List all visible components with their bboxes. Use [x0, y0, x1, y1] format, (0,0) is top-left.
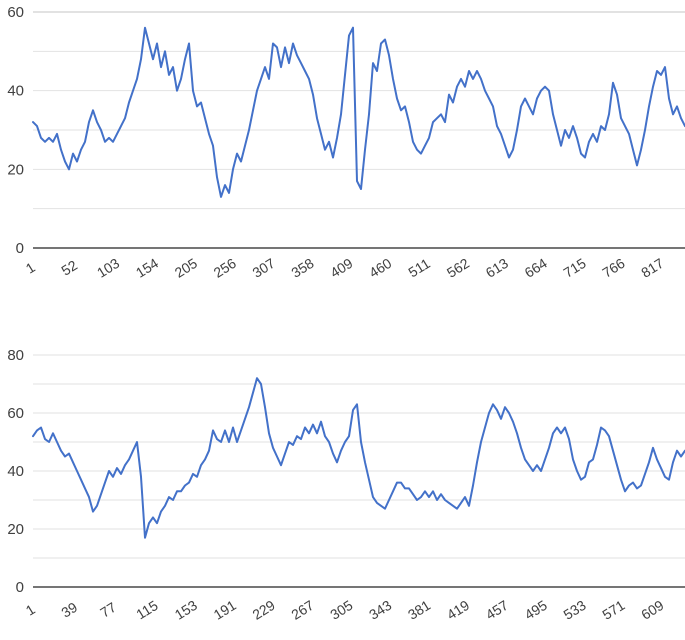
- x-tick-label: 460: [366, 255, 394, 281]
- x-tick-label: 205: [172, 255, 200, 281]
- y-tick-label: 0: [16, 579, 24, 596]
- x-tick-label: 305: [327, 597, 355, 623]
- x-tick-label: 609: [638, 597, 666, 623]
- x-tick-label: 52: [58, 257, 80, 279]
- x-tick-label: 153: [172, 597, 200, 623]
- x-tick-label: 1: [23, 601, 38, 619]
- x-tick-label: 115: [133, 597, 161, 623]
- x-tick-label: 409: [327, 255, 355, 281]
- y-tick-label: 60: [7, 405, 24, 422]
- x-tick-label: 613: [483, 255, 511, 281]
- x-tick-label: 715: [560, 255, 588, 281]
- line-chart-bottom: 80 60 40 20 0 1 39 77 115 153 191 229 267 305 343 381 41…: [0, 330, 685, 640]
- series-line: [32, 26, 685, 198]
- x-tick-label: 511: [405, 255, 433, 281]
- y-tick-label: 80: [7, 347, 24, 364]
- y-tick-label: 60: [7, 4, 24, 21]
- x-tick-label: 495: [522, 597, 550, 623]
- x-tick-label: 256: [211, 255, 239, 281]
- x-tick-label: 571: [599, 597, 627, 623]
- y-tick-label: 20: [7, 521, 24, 538]
- x-tick-label: 1: [23, 259, 38, 277]
- x-tick-label: 191: [211, 597, 239, 623]
- x-tick-label: 766: [599, 255, 627, 281]
- x-tick-label: 419: [444, 597, 472, 623]
- y-tick-label: 40: [7, 83, 24, 100]
- x-tick-label: 154: [133, 255, 161, 281]
- y-tick-label: 20: [7, 161, 24, 178]
- x-tick-label: 664: [522, 255, 550, 281]
- x-tick-label: 533: [560, 597, 588, 623]
- x-tick-label: 229: [249, 597, 277, 623]
- x-tick-label: 562: [444, 255, 472, 281]
- x-tick-label: 343: [366, 597, 394, 623]
- y-tick-label: 0: [16, 240, 24, 257]
- x-tick-label: 457: [483, 597, 511, 623]
- x-tick-label: 307: [249, 255, 277, 281]
- x-tick-label: 381: [405, 597, 433, 623]
- y-tick-label: 40: [7, 463, 24, 480]
- x-tick-label: 358: [288, 255, 316, 281]
- x-tick-label: 817: [638, 255, 666, 281]
- x-tick-label: 39: [58, 599, 80, 621]
- line-chart-bottom-svg: 80 60 40 20 0 1 39 77 115 153 191 229 267 305 343 381 41…: [7, 347, 685, 623]
- x-tick-label: 77: [97, 599, 119, 621]
- line-chart-top-svg: 60 40 20 0 1 52 103 154 205 256 307 358 409 460 511 562…: [7, 4, 685, 281]
- line-chart-top: 60 40 20 0 1 52 103 154 205 256 307 358 409 460 511 562…: [7, 4, 685, 281]
- series-line: [32, 377, 685, 539]
- x-tick-label: 267: [288, 597, 316, 623]
- x-tick-label: 103: [94, 255, 122, 281]
